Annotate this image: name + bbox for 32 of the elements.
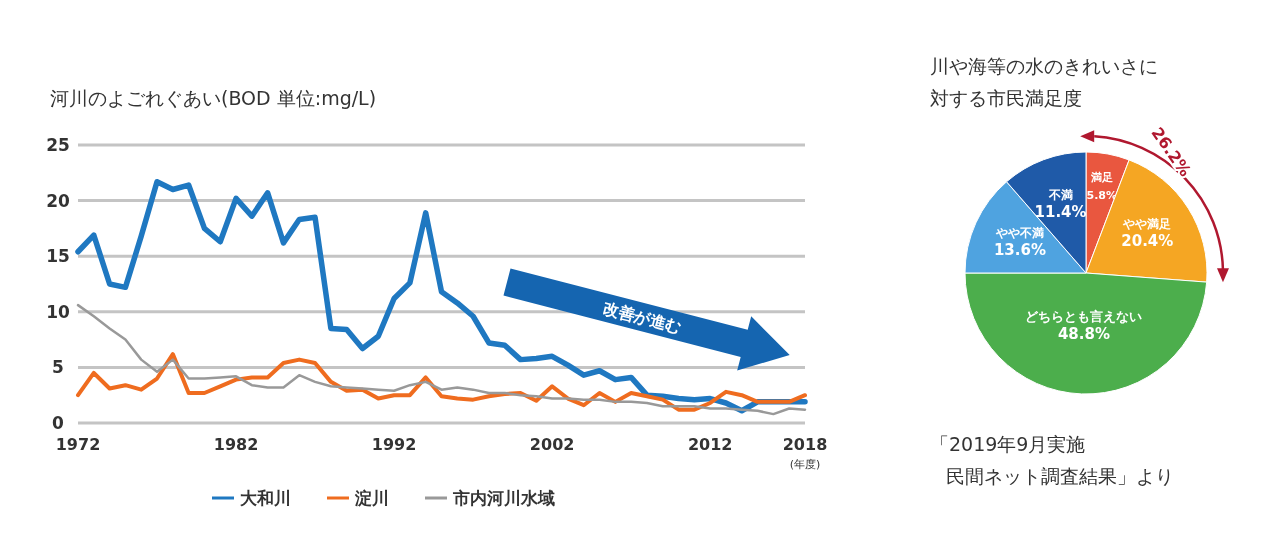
y-tick-label: 0 [52,413,65,433]
x-tick-label: 1972 [55,435,101,454]
x-axis-title: (年度) [789,458,821,471]
chart-title: 河川のよごれぐあい(BOD 単位:mg/L) [50,86,377,111]
slice-label: どちらとも言えない [1025,309,1143,325]
line-series [76,352,807,412]
y-tick-label: 20 [46,190,70,211]
x-tick-label: 2002 [529,435,575,454]
y-tick-label: 25 [46,135,70,155]
y-tick-label: 5 [52,357,64,378]
text: 「2019年9月実施 [930,432,1086,457]
legend-label: 大和川 [240,488,291,508]
x-tick-label: 2012 [687,435,733,454]
chart-title: 川や海等の水のきれいさに対する市民満足度 [930,54,1159,111]
x-tick-label: 1982 [213,435,259,454]
legend-label: 市内河川水域 [452,488,555,508]
annotation: 改善が進む [601,298,684,337]
data-label: 48.8% [1057,325,1110,344]
legend-label: 淀川 [354,488,389,508]
x-tick-label: 1992 [371,435,417,454]
y-tick-label: 15 [46,246,70,267]
slice-label: やや満足 [1122,217,1172,232]
line-series [76,303,807,416]
y-tick-label: 10 [46,301,70,322]
data-label: 11.4% [1034,203,1087,222]
data-label: 13.6% [993,240,1046,259]
slice-label: 満足 [1089,171,1113,185]
x-tick-label: 2018 [782,435,828,454]
slice-label: 不満 [1047,188,1073,203]
text: 民間ネット調査結果」より [946,464,1174,489]
slice-label: やや不満 [994,225,1044,240]
data-label: 20.4% [1121,232,1174,251]
